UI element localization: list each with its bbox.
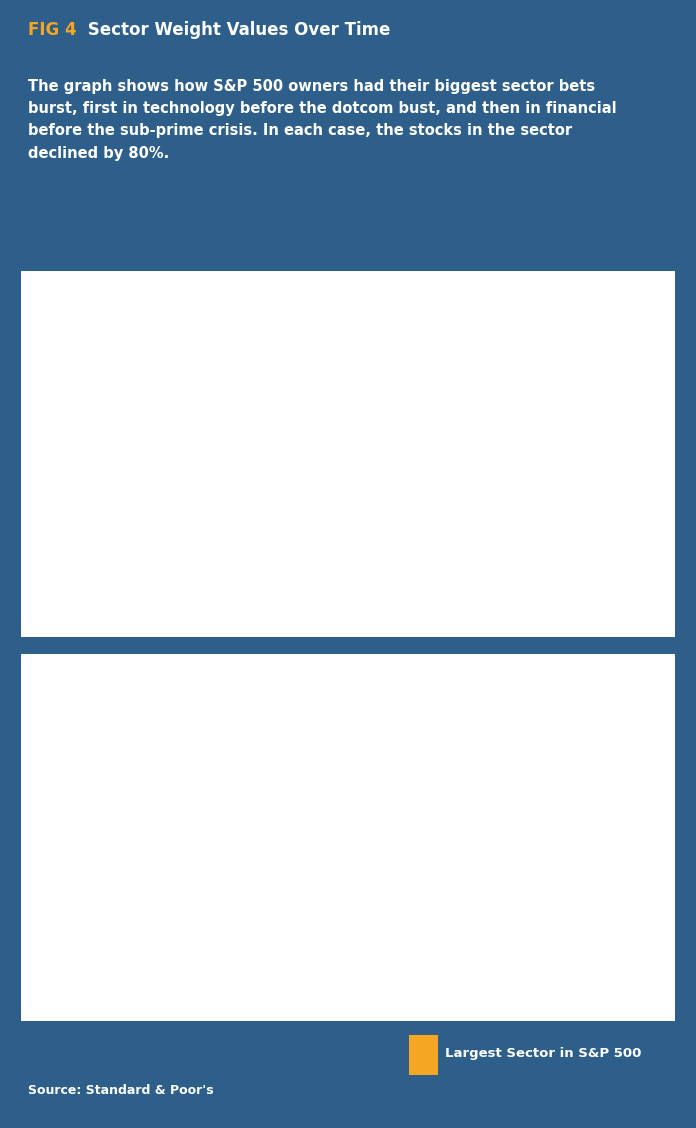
Bar <box>429 840 496 1128</box>
FancyBboxPatch shape <box>530 307 679 389</box>
Bar <box>214 336 280 615</box>
Text: FIG 4: FIG 4 <box>28 20 77 38</box>
Text: 2000: 2000 <box>333 596 377 610</box>
Text: PERCENTAGE OF S&P 500 IN FINANCE: PERCENTAGE OF S&P 500 IN FINANCE <box>80 656 390 671</box>
Text: -79.9%: -79.9% <box>558 716 650 740</box>
Text: 03/00 - 09/02: 03/00 - 09/02 <box>561 380 647 393</box>
Text: -80.9%: -80.9% <box>558 329 650 353</box>
Text: 2004: 2004 <box>117 981 161 996</box>
Text: The graph shows how S&P 500 owners had their biggest sector bets
burst, first in: The graph shows how S&P 500 owners had t… <box>28 79 617 160</box>
Text: PRICE RETURN: PRICE RETURN <box>561 690 647 700</box>
Text: 2008: 2008 <box>548 981 593 996</box>
Bar <box>106 441 173 615</box>
Bar <box>322 406 388 615</box>
Text: 2002: 2002 <box>548 596 593 610</box>
Text: PRICE RETURN: PRICE RETURN <box>561 310 647 319</box>
Text: Largest Sector in S&P 500: Largest Sector in S&P 500 <box>445 1047 642 1060</box>
Polygon shape <box>567 778 642 804</box>
Text: 2006: 2006 <box>333 981 377 996</box>
Text: 1999: 1999 <box>225 596 269 610</box>
Text: 2001: 2001 <box>441 596 485 610</box>
Bar <box>429 447 496 615</box>
FancyBboxPatch shape <box>530 688 679 778</box>
Text: 05/07 - 02/09: 05/07 - 02/09 <box>560 769 647 783</box>
Bar <box>322 726 388 1128</box>
Bar <box>214 758 280 1128</box>
Bar <box>409 1034 438 1075</box>
Text: 2005: 2005 <box>225 981 269 996</box>
Text: Source: Standard & Poor's: Source: Standard & Poor's <box>28 1084 214 1096</box>
Bar <box>537 478 604 615</box>
Text: Sector Weight Values Over Time: Sector Weight Values Over Time <box>82 20 390 38</box>
Bar <box>106 774 173 1128</box>
Polygon shape <box>567 389 642 404</box>
Bar <box>537 952 604 1128</box>
Text: 2007: 2007 <box>441 981 485 996</box>
Text: 1998: 1998 <box>117 596 161 610</box>
Text: PERCENTAGE OF S&P 500 IN TECHNOLOGY: PERCENTAGE OF S&P 500 IN TECHNOLOGY <box>80 273 430 288</box>
